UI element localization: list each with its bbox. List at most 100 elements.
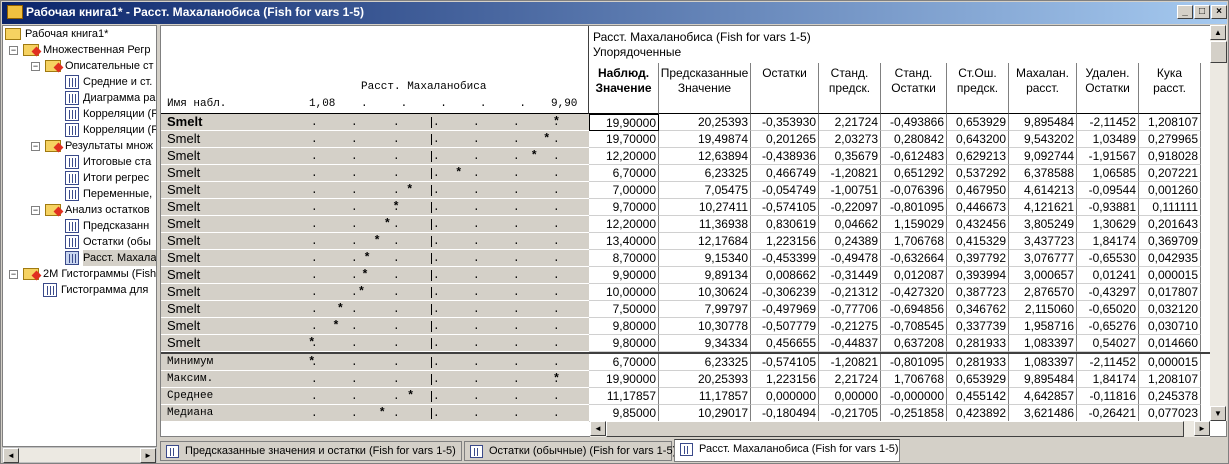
column-header[interactable]: Станд. предск.: [819, 63, 881, 114]
table-cell[interactable]: 12,20000: [589, 216, 659, 233]
table-cell[interactable]: 0,014660: [1139, 335, 1201, 352]
stat-row-label[interactable]: Максим........ *: [161, 371, 589, 388]
table-cell[interactable]: 9,85000: [589, 405, 659, 422]
table-row[interactable]: Smelt....... *: [161, 318, 589, 335]
table-cell[interactable]: 10,00000: [589, 284, 659, 301]
table-cell[interactable]: 9,89134: [659, 267, 751, 284]
table-cell[interactable]: -0,076396: [881, 182, 947, 199]
table-cell[interactable]: 0,432456: [947, 216, 1009, 233]
table-cell[interactable]: 0,537292: [947, 165, 1009, 182]
table-cell[interactable]: 1,159029: [881, 216, 947, 233]
column-header[interactable]: Удален. Остатки: [1077, 63, 1139, 114]
table-cell[interactable]: 0,01241: [1077, 267, 1139, 284]
table-cell[interactable]: 0,201643: [1139, 216, 1201, 233]
column-header[interactable]: Ст.Ош. предск.: [947, 63, 1009, 114]
table-row[interactable]: Smelt....... *: [161, 199, 589, 216]
table-cell[interactable]: -0,708545: [881, 318, 947, 335]
table-cell[interactable]: 0,651292: [881, 165, 947, 182]
table-cell[interactable]: 0,369709: [1139, 233, 1201, 250]
table-cell[interactable]: 1,30629: [1077, 216, 1139, 233]
table-cell[interactable]: 8,70000: [589, 250, 659, 267]
tree-item[interactable]: Гистограмма для: [3, 282, 156, 298]
table-cell[interactable]: 10,30624: [659, 284, 751, 301]
table-cell[interactable]: -0,44837: [819, 335, 881, 352]
table-cell[interactable]: 19,49874: [659, 131, 751, 148]
table-cell[interactable]: 0,415329: [947, 233, 1009, 250]
column-header[interactable]: Кука расст.: [1139, 63, 1201, 114]
table-cell[interactable]: 9,543202: [1009, 131, 1077, 148]
table-cell[interactable]: 0,456655: [751, 335, 819, 352]
table-cell[interactable]: 19,90000: [589, 114, 659, 131]
tree-horizontal-scrollbar[interactable]: ◄ ►: [2, 447, 157, 463]
table-cell[interactable]: -0,306239: [751, 284, 819, 301]
table-cell[interactable]: 19,90000: [589, 371, 659, 388]
table-cell[interactable]: 1,706768: [881, 371, 947, 388]
table-row[interactable]: Smelt....... *: [161, 250, 589, 267]
table-cell[interactable]: -0,694856: [881, 301, 947, 318]
table-cell[interactable]: -0,65020: [1077, 301, 1139, 318]
table-cell[interactable]: 0,281933: [947, 354, 1009, 371]
table-cell[interactable]: -0,21705: [819, 405, 881, 422]
table-row[interactable]: Smelt....... *: [161, 233, 589, 250]
table-cell[interactable]: 1,84174: [1077, 371, 1139, 388]
table-cell[interactable]: 9,092744: [1009, 148, 1077, 165]
tree-item[interactable]: − Описательные ст: [3, 58, 156, 74]
tree-item[interactable]: − 2М Гистограммы (Fish: [3, 266, 156, 282]
table-cell[interactable]: -0,43297: [1077, 284, 1139, 301]
table-cell[interactable]: 2,21724: [819, 114, 881, 131]
collapse-toggle[interactable]: −: [9, 45, 18, 55]
table-cell[interactable]: 0,466749: [751, 165, 819, 182]
hscroll-right-button[interactable]: ►: [1194, 421, 1210, 436]
table-row[interactable]: Smelt....... *: [161, 335, 589, 352]
close-button[interactable]: ×: [1211, 5, 1227, 19]
table-cell[interactable]: -0,000000: [881, 388, 947, 405]
table-cell[interactable]: 9,70000: [589, 199, 659, 216]
sheet-tab[interactable]: Расст. Махаланобиса (Fish for vars 1-5): [674, 439, 900, 462]
tree-item[interactable]: Средние и ст.: [3, 74, 156, 90]
table-cell[interactable]: 11,17857: [589, 388, 659, 405]
table-cell[interactable]: 2,115060: [1009, 301, 1077, 318]
table-cell[interactable]: -0,353930: [751, 114, 819, 131]
table-cell[interactable]: -0,77706: [819, 301, 881, 318]
table-cell[interactable]: -1,00751: [819, 182, 881, 199]
hscroll-left-button[interactable]: ◄: [590, 421, 606, 436]
table-cell[interactable]: -0,21312: [819, 284, 881, 301]
table-cell[interactable]: 1,208107: [1139, 371, 1201, 388]
table-cell[interactable]: 6,378588: [1009, 165, 1077, 182]
minimize-button[interactable]: _: [1177, 5, 1193, 19]
table-cell[interactable]: -2,11452: [1077, 354, 1139, 371]
table-cell[interactable]: 0,397792: [947, 250, 1009, 267]
table-cell[interactable]: 0,24389: [819, 233, 881, 250]
table-row[interactable]: Smelt....... *: [161, 148, 589, 165]
vertical-scroll-thumb[interactable]: [1210, 41, 1227, 63]
table-cell[interactable]: 0,337739: [947, 318, 1009, 335]
table-cell[interactable]: 12,20000: [589, 148, 659, 165]
table-cell[interactable]: 12,63894: [659, 148, 751, 165]
tree-item[interactable]: Остатки (обы: [3, 234, 156, 250]
tree-item[interactable]: − Результаты множ: [3, 138, 156, 154]
table-cell[interactable]: -0,65276: [1077, 318, 1139, 335]
table-cell[interactable]: 1,958716: [1009, 318, 1077, 335]
table-cell[interactable]: -0,054749: [751, 182, 819, 199]
table-cell[interactable]: 4,614213: [1009, 182, 1077, 199]
table-cell[interactable]: 0,446673: [947, 199, 1009, 216]
table-cell[interactable]: 0,04662: [819, 216, 881, 233]
table-cell[interactable]: 3,076777: [1009, 250, 1077, 267]
table-cell[interactable]: -0,507779: [751, 318, 819, 335]
table-cell[interactable]: 6,70000: [589, 354, 659, 371]
column-header[interactable]: Махалан. расст.: [1009, 63, 1077, 114]
table-cell[interactable]: 0,918028: [1139, 148, 1201, 165]
sheet-tab[interactable]: Остатки (обычные) (Fish for vars 1-5): [464, 441, 676, 461]
table-cell[interactable]: 0,207221: [1139, 165, 1201, 182]
table-cell[interactable]: 0,201265: [751, 131, 819, 148]
table-cell[interactable]: -0,801095: [881, 354, 947, 371]
stat-row-label[interactable]: Минимум....... *: [161, 354, 589, 371]
table-cell[interactable]: 1,208107: [1139, 114, 1201, 131]
table-cell[interactable]: 1,84174: [1077, 233, 1139, 250]
column-header[interactable]: Предсказанные Значение: [659, 63, 751, 114]
workbook-tree[interactable]: Рабочая книга1* − Множественная Регр − Описа…: [2, 25, 157, 447]
table-cell[interactable]: 10,27411: [659, 199, 751, 216]
table-cell[interactable]: 1,706768: [881, 233, 947, 250]
table-cell[interactable]: 0,629213: [947, 148, 1009, 165]
collapse-toggle[interactable]: −: [9, 269, 18, 279]
